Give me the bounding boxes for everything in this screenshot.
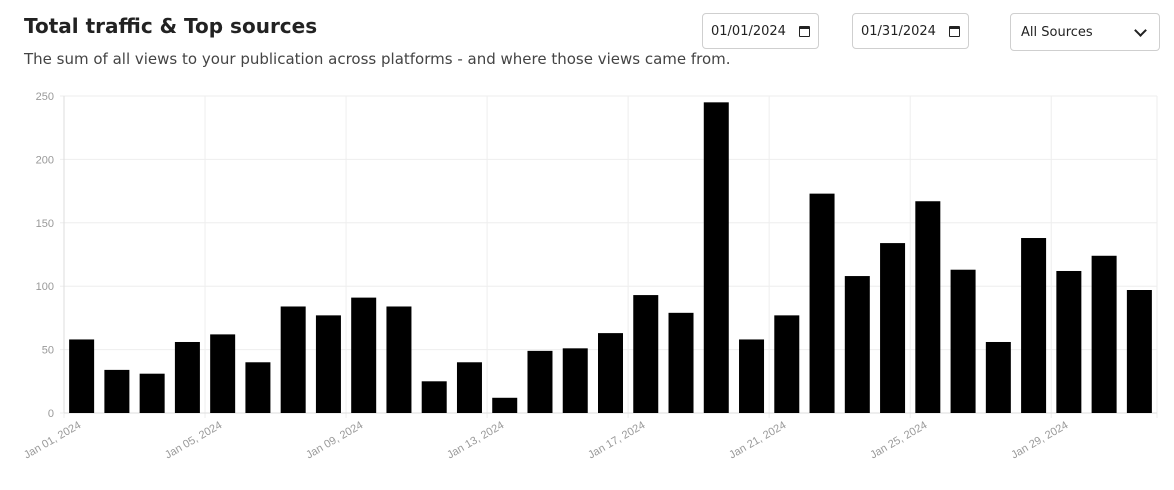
bar[interactable] [703,102,729,413]
bar[interactable] [1056,270,1082,413]
chart-bars [69,102,1152,413]
bar[interactable] [280,306,306,413]
bar[interactable] [492,397,518,413]
y-tick-label: 100 [36,281,54,293]
bar[interactable] [210,334,236,413]
bar[interactable] [985,341,1011,413]
calendar-icon[interactable] [799,25,810,37]
y-tick-label: 200 [36,154,54,166]
calendar-icon[interactable] [949,25,960,37]
source-select[interactable]: All Sources [1010,13,1160,51]
bar[interactable] [104,369,130,413]
bar[interactable] [880,243,906,413]
x-axis-ticks: Jan 01, 2024 Jan 05, 2024 Jan 09, 2024 Jan … [22,419,1070,461]
bar[interactable] [1091,255,1117,413]
x-tick-label: Jan 09, 2024 [304,419,365,461]
bar[interactable] [245,362,271,413]
bar[interactable] [915,201,941,413]
y-tick-label: 50 [42,345,54,357]
bar[interactable] [69,339,95,413]
start-date-input[interactable]: 01/01/2024 [702,13,819,49]
bar[interactable] [315,315,341,413]
bar[interactable] [1021,238,1047,413]
bar[interactable] [844,276,870,413]
bar[interactable] [351,297,377,413]
x-tick-label: Jan 29, 2024 [1009,419,1070,461]
end-date-value: 01/31/2024 [861,23,936,39]
bar[interactable] [1126,290,1152,413]
bar[interactable] [174,341,200,413]
x-tick-label: Jan 25, 2024 [868,419,929,461]
end-date-input[interactable]: 01/31/2024 [852,13,969,49]
page-subtitle: The sum of all views to your publication… [24,50,731,68]
x-tick-label: Jan 21, 2024 [727,419,788,461]
bar[interactable] [139,373,165,413]
bar[interactable] [739,339,765,413]
bar[interactable] [668,312,694,413]
bar[interactable] [562,348,588,413]
y-tick-label: 150 [36,218,54,230]
y-tick-label: 250 [36,91,54,103]
x-tick-label: Jan 01, 2024 [22,419,83,461]
bar[interactable] [809,193,835,413]
x-tick-label: Jan 05, 2024 [163,419,224,461]
y-tick-label: 0 [48,408,54,420]
bar[interactable] [633,295,659,413]
y-axis-ticks: 0 50 100 150 200 250 [36,91,54,420]
bar[interactable] [421,381,447,413]
bar[interactable] [386,306,412,413]
start-date-value: 01/01/2024 [711,23,786,39]
bar[interactable] [774,315,800,413]
bar[interactable] [598,333,623,413]
bar[interactable] [950,269,976,413]
source-select-value: All Sources [1021,24,1093,40]
page-title: Total traffic & Top sources [24,14,318,38]
bar[interactable] [456,362,482,413]
bar[interactable] [527,350,553,413]
x-tick-label: Jan 17, 2024 [586,419,647,461]
x-tick-label: Jan 13, 2024 [445,419,506,461]
